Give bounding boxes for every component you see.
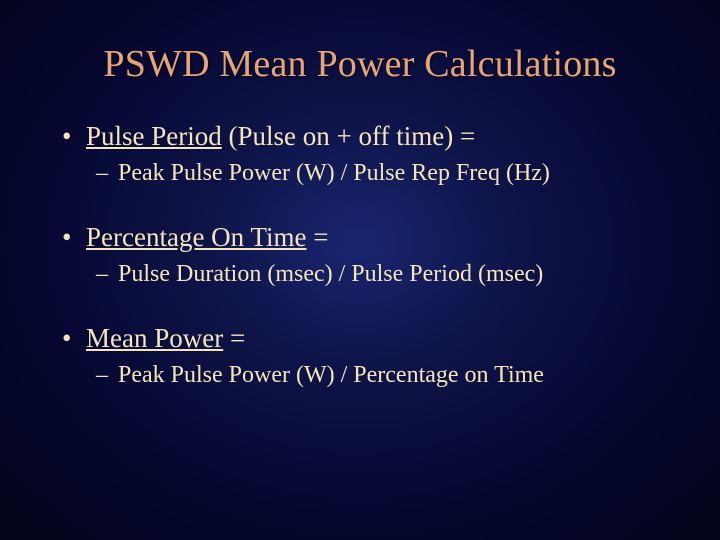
bullet-main-1: Pulse Period (Pulse on + off time) = bbox=[56, 120, 664, 154]
bullet-sub-2: Pulse Duration (msec) / Pulse Period (ms… bbox=[56, 259, 664, 290]
bullet-sub-1: Peak Pulse Power (W) / Pulse Rep Freq (H… bbox=[56, 158, 664, 189]
bullet-main-1-rest: (Pulse on + off time) = bbox=[222, 121, 475, 151]
bullet-main-2-rest: = bbox=[306, 222, 328, 252]
bullet-main-3-underlined: Mean Power bbox=[86, 323, 223, 353]
bullet-main-1-underlined: Pulse Period bbox=[86, 121, 222, 151]
bullet-main-2-underlined: Percentage On Time bbox=[86, 222, 306, 252]
slide-container: PSWD Mean Power Calculations Pulse Perio… bbox=[0, 0, 720, 540]
bullet-main-3: Mean Power = bbox=[56, 322, 664, 356]
slide-title: PSWD Mean Power Calculations bbox=[56, 42, 664, 86]
bullet-main-2: Percentage On Time = bbox=[56, 221, 664, 255]
bullet-main-3-rest: = bbox=[223, 323, 245, 353]
bullet-group-3: Mean Power = Peak Pulse Power (W) / Perc… bbox=[56, 322, 664, 391]
bullet-group-2: Percentage On Time = Pulse Duration (mse… bbox=[56, 221, 664, 290]
bullet-sub-3: Peak Pulse Power (W) / Percentage on Tim… bbox=[56, 360, 664, 391]
bullet-group-1: Pulse Period (Pulse on + off time) = Pea… bbox=[56, 120, 664, 189]
